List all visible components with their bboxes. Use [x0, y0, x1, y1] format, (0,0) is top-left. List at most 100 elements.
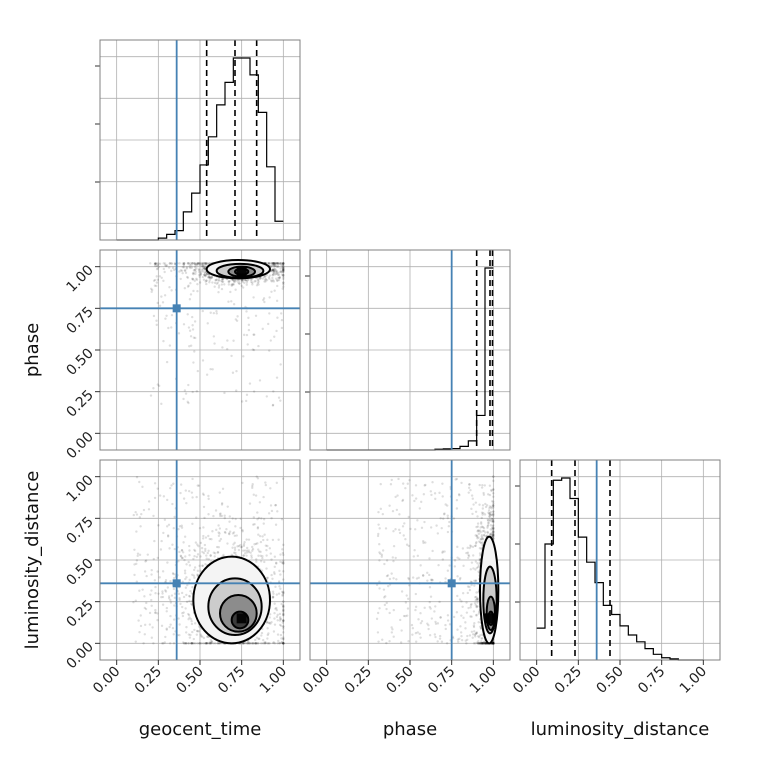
scatter-point: [282, 600, 285, 603]
scatter-point: [378, 559, 381, 562]
scatter-point: [169, 623, 172, 626]
scatter-point: [255, 284, 259, 287]
scatter-point: [268, 613, 272, 616]
scatter-point: [458, 598, 462, 601]
scatter-point: [263, 533, 266, 536]
scatter-point: [413, 528, 417, 531]
scatter-point: [231, 546, 234, 549]
scatter-point: [273, 289, 276, 292]
scatter-point: [202, 268, 205, 271]
scatter-point: [406, 607, 410, 610]
scatter-point: [482, 533, 486, 537]
scatter-point: [201, 270, 205, 273]
scatter-point: [265, 621, 268, 624]
scatter-point: [435, 524, 438, 527]
scatter-point: [242, 286, 245, 289]
scatter-point: [409, 527, 412, 531]
scatter-point: [236, 545, 239, 548]
scatter-point: [446, 619, 450, 622]
scatter-point: [275, 562, 278, 565]
x-tick-label: 0.00: [510, 664, 543, 697]
scatter-point: [171, 502, 174, 506]
x-tick-label: 0.75: [425, 664, 458, 697]
scatter-point: [282, 275, 285, 279]
scatter-point: [446, 614, 450, 617]
scatter-point: [191, 477, 194, 481]
scatter-point: [205, 557, 208, 560]
scatter-point: [179, 602, 182, 606]
scatter-point: [196, 574, 200, 577]
scatter-point: [492, 527, 495, 530]
scatter-point: [379, 552, 382, 555]
scatter-point: [205, 282, 208, 286]
density-panel-phase-vs-luminosity-distance: [309, 459, 511, 661]
scatter-point: [209, 276, 212, 279]
scatter-point: [251, 642, 254, 645]
scatter-point: [216, 551, 220, 554]
scatter-point: [256, 527, 260, 530]
scatter-point: [492, 495, 495, 498]
scatter-point: [183, 569, 187, 572]
scatter-point: [188, 599, 191, 603]
scatter-point: [138, 589, 141, 592]
scatter-point: [201, 275, 205, 279]
x-tick-label: 0.25: [132, 664, 165, 697]
scatter-point: [158, 494, 162, 497]
scatter-point: [170, 594, 174, 597]
scatter-point: [180, 591, 184, 595]
scatter-point: [418, 507, 421, 510]
scatter-point: [243, 281, 246, 285]
scatter-point: [201, 359, 205, 362]
scatter-point: [266, 538, 269, 542]
y-tick-label: 0.75: [63, 304, 96, 337]
scatter-point: [246, 642, 249, 645]
scatter-point: [153, 262, 157, 265]
scatter-point: [394, 528, 397, 531]
scatter-point: [230, 553, 234, 557]
scatter-point: [492, 479, 495, 483]
scatter-point: [259, 540, 263, 544]
scatter-point: [183, 535, 187, 538]
scatter-point: [250, 556, 253, 559]
scatter-point: [277, 396, 281, 399]
scatter-point: [150, 598, 153, 602]
scatter-point: [172, 633, 175, 636]
scatter-point: [182, 611, 185, 614]
scatter-point: [270, 509, 274, 513]
scatter-point: [469, 606, 472, 609]
scatter-point: [188, 594, 191, 598]
scatter-point: [482, 526, 486, 530]
scatter-point: [255, 636, 259, 639]
scatter-point: [180, 526, 184, 529]
scatter-point: [223, 516, 227, 520]
scatter-point: [163, 270, 166, 274]
scatter-point: [448, 564, 451, 567]
scatter-point: [219, 537, 223, 541]
scatter-point: [158, 304, 162, 308]
scatter-point: [255, 558, 258, 561]
scatter-point: [245, 283, 248, 286]
scatter-point: [186, 275, 189, 279]
scatter-point: [203, 266, 207, 269]
scatter-point: [204, 547, 207, 551]
scatter-point: [272, 271, 276, 274]
scatter-point: [282, 269, 285, 272]
scatter-point: [273, 263, 276, 266]
scatter-point: [220, 503, 224, 506]
scatter-point: [263, 300, 266, 304]
scatter-point: [245, 393, 249, 397]
scatter-point: [465, 642, 468, 645]
scatter-point: [388, 639, 391, 643]
panel-frame: [309, 249, 511, 451]
scatter-point: [139, 614, 142, 617]
scatter-point: [160, 402, 163, 406]
scatter-point: [242, 543, 246, 546]
scatter-point: [214, 279, 218, 282]
scatter-point: [377, 510, 380, 514]
scatter-point: [158, 262, 162, 265]
scatter-point: [157, 265, 161, 269]
scatter-point: [207, 276, 210, 279]
scatter-point: [194, 336, 197, 340]
scatter-point: [188, 553, 191, 557]
scatter-point: [282, 543, 285, 547]
